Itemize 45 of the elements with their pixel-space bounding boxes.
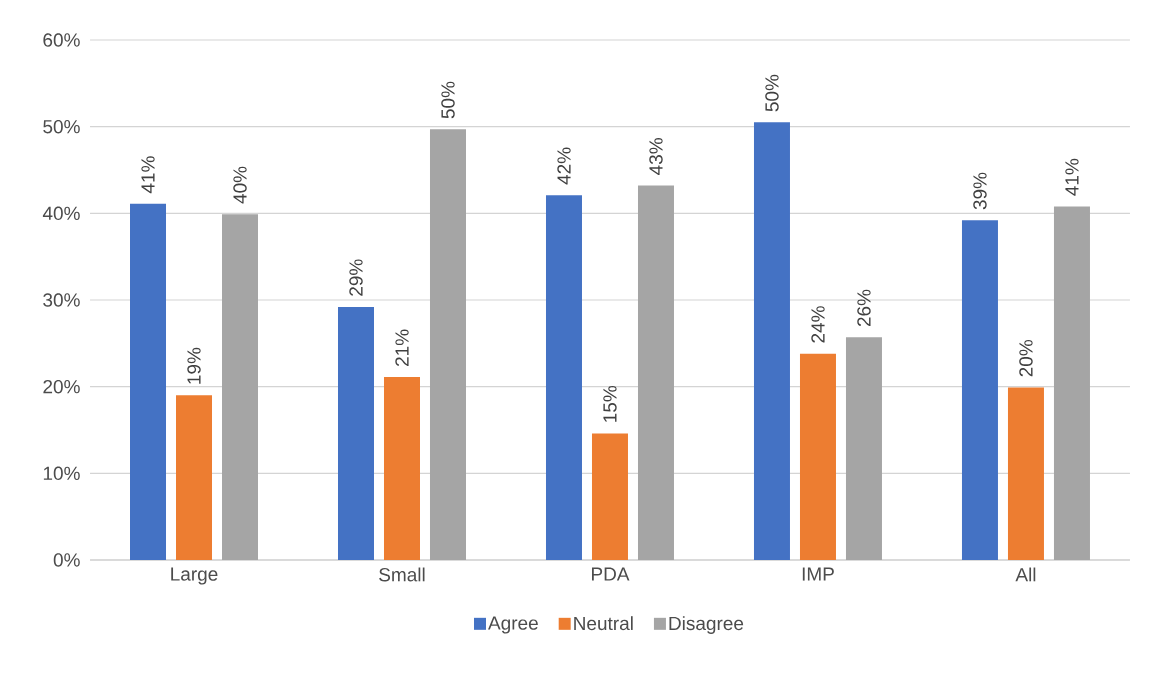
bar (176, 395, 213, 560)
data-label: 15% (603, 385, 617, 422)
bar (799, 353, 836, 560)
data-label: 39% (973, 172, 987, 210)
data-label: 20% (1019, 339, 1033, 377)
data-label: 42% (557, 147, 571, 185)
data-label: 26% (857, 289, 871, 327)
bar (591, 433, 628, 560)
data-label: 50% (765, 74, 779, 112)
x-tick-label: Large (171, 567, 218, 585)
bar (545, 195, 582, 560)
data-label: 21% (395, 329, 409, 366)
bar (338, 306, 374, 560)
bar (961, 220, 998, 560)
y-tick-label: 0% (53, 553, 80, 567)
legend-label: Disagree (669, 616, 744, 634)
bar (1007, 387, 1044, 560)
y-tick-label: 50% (43, 119, 80, 134)
data-label: 40% (233, 166, 247, 204)
y-tick-label: 20% (43, 379, 80, 394)
data-label: 29% (349, 259, 363, 296)
bar (845, 337, 882, 560)
bar (222, 214, 258, 560)
y-tick-label: 10% (43, 466, 80, 481)
data-label: 50% (441, 81, 455, 119)
bar (753, 122, 790, 560)
bar (430, 129, 466, 560)
x-tick-label: All (1015, 567, 1036, 582)
data-label: 41% (141, 156, 155, 194)
bar (1053, 206, 1090, 560)
x-tick-label: Small (379, 567, 425, 582)
y-tick-label: 60% (43, 33, 80, 47)
x-tick-label: IMP (802, 567, 834, 581)
data-label: 43% (649, 138, 663, 175)
x-tick-label: PDA (592, 567, 630, 581)
bar (637, 185, 674, 560)
legend-label: Neutral (574, 616, 633, 631)
legend-label: Agree (488, 616, 538, 634)
data-label: 41% (1065, 158, 1079, 196)
data-label: 19% (187, 347, 201, 384)
y-tick-label: 40% (42, 206, 80, 221)
data-label: 24% (811, 306, 825, 343)
bar (130, 203, 167, 560)
bar (384, 377, 420, 560)
y-tick-label: 30% (43, 293, 80, 307)
